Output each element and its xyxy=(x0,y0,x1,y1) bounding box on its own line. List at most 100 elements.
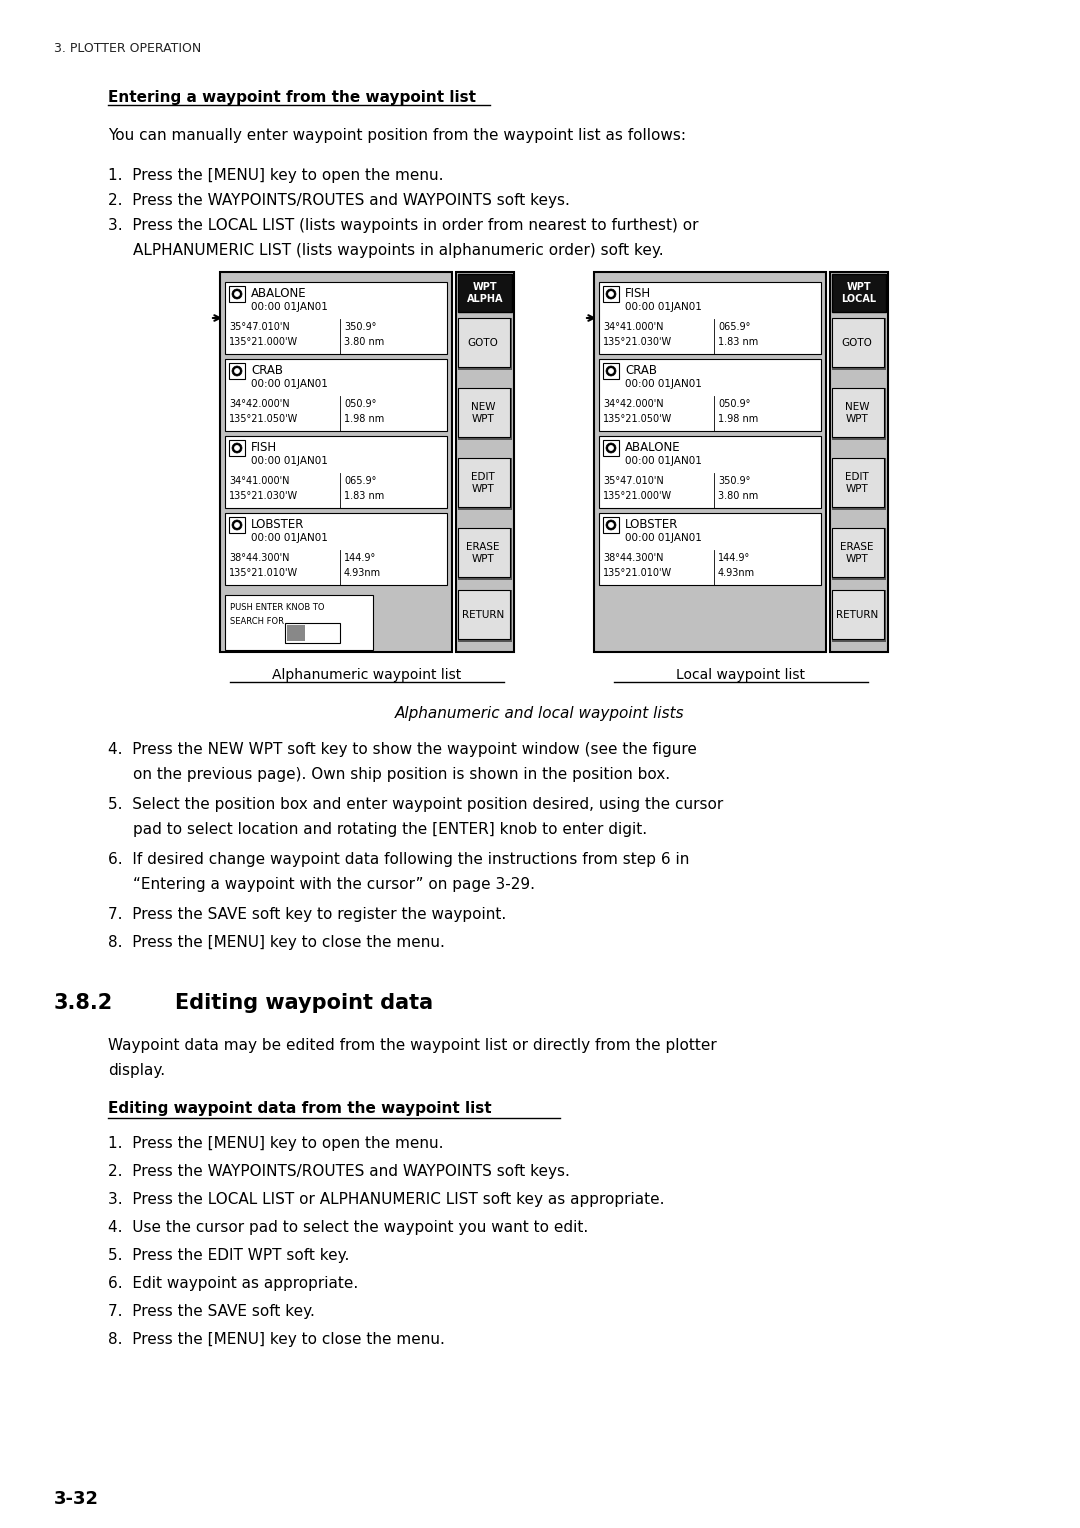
Circle shape xyxy=(608,446,613,451)
Text: 8.  Press the [MENU] key to close the menu.: 8. Press the [MENU] key to close the men… xyxy=(108,1332,445,1348)
Text: 135°21.000'W: 135°21.000'W xyxy=(603,490,672,501)
Text: EDIT
WPT: EDIT WPT xyxy=(846,472,869,494)
Bar xyxy=(594,272,826,652)
Bar xyxy=(220,272,453,652)
Bar xyxy=(832,388,885,437)
Bar xyxy=(599,283,821,354)
Circle shape xyxy=(232,367,242,376)
Text: ERASE
WPT: ERASE WPT xyxy=(467,542,500,564)
Text: LOBSTER: LOBSTER xyxy=(251,518,305,532)
Text: 00:00 01JAN01: 00:00 01JAN01 xyxy=(625,455,702,466)
Text: 00:00 01JAN01: 00:00 01JAN01 xyxy=(251,379,328,390)
Text: 38°44.300'N: 38°44.300'N xyxy=(229,553,289,562)
Text: 6.  If desired change waypoint data following the instructions from step 6 in: 6. If desired change waypoint data follo… xyxy=(108,853,689,866)
Text: 1.83 nm: 1.83 nm xyxy=(718,338,758,347)
Bar xyxy=(603,364,619,379)
Text: pad to select location and rotating the [ENTER] knob to enter digit.: pad to select location and rotating the … xyxy=(133,822,647,837)
Text: FISH: FISH xyxy=(625,287,651,299)
Text: 4.93nm: 4.93nm xyxy=(718,568,755,578)
Text: 4.93nm: 4.93nm xyxy=(345,568,381,578)
Bar xyxy=(599,513,821,585)
Bar xyxy=(229,440,245,455)
Bar xyxy=(229,286,245,303)
Text: 135°21.010'W: 135°21.010'W xyxy=(229,568,298,578)
Bar xyxy=(458,318,510,367)
Text: 135°21.030'W: 135°21.030'W xyxy=(603,338,672,347)
Text: 2.  Press the WAYPOINTS/ROUTES and WAYPOINTS soft keys.: 2. Press the WAYPOINTS/ROUTES and WAYPOI… xyxy=(108,193,570,208)
Text: Editing waypoint data: Editing waypoint data xyxy=(175,993,433,1013)
Text: 7.  Press the SAVE soft key to register the waypoint.: 7. Press the SAVE soft key to register t… xyxy=(108,908,507,921)
Text: NEW
WPT: NEW WPT xyxy=(845,402,869,423)
Text: 00:00 01JAN01: 00:00 01JAN01 xyxy=(251,455,328,466)
Circle shape xyxy=(232,443,242,452)
Text: 144.9°: 144.9° xyxy=(345,553,376,562)
Text: Alphanumeric waypoint list: Alphanumeric waypoint list xyxy=(272,668,461,681)
Bar xyxy=(832,590,886,642)
Text: 34°41.000'N: 34°41.000'N xyxy=(229,477,289,486)
Bar xyxy=(832,529,886,581)
Text: 3.  Press the LOCAL LIST or ALPHANUMERIC LIST soft key as appropriate.: 3. Press the LOCAL LIST or ALPHANUMERIC … xyxy=(108,1192,664,1207)
Circle shape xyxy=(234,523,240,527)
Text: PUSH ENTER KNOB TO: PUSH ENTER KNOB TO xyxy=(230,604,324,613)
Circle shape xyxy=(606,289,616,299)
Bar xyxy=(225,283,447,354)
Bar xyxy=(458,274,512,312)
Text: FISH: FISH xyxy=(251,442,278,454)
Text: 00:00 01JAN01: 00:00 01JAN01 xyxy=(625,303,702,312)
Circle shape xyxy=(608,292,613,296)
Text: 1.  Press the [MENU] key to open the menu.: 1. Press the [MENU] key to open the menu… xyxy=(108,168,444,183)
Text: RETURN: RETURN xyxy=(836,610,878,620)
Text: display.: display. xyxy=(108,1063,165,1077)
Bar xyxy=(603,440,619,455)
Text: 3.8.2: 3.8.2 xyxy=(54,993,113,1013)
Text: 3-32: 3-32 xyxy=(54,1490,99,1508)
Bar xyxy=(287,625,305,642)
Circle shape xyxy=(608,523,613,527)
Text: 135°21.050'W: 135°21.050'W xyxy=(603,414,672,423)
Text: 35°47.010'N: 35°47.010'N xyxy=(229,322,289,332)
Text: 34°41.000'N: 34°41.000'N xyxy=(603,322,663,332)
Circle shape xyxy=(234,292,240,296)
Text: on the previous page). Own ship position is shown in the position box.: on the previous page). Own ship position… xyxy=(133,767,670,782)
Text: 5.  Select the position box and enter waypoint position desired, using the curso: 5. Select the position box and enter way… xyxy=(108,798,724,811)
Text: GOTO: GOTO xyxy=(841,338,873,348)
Text: Entering a waypoint from the waypoint list: Entering a waypoint from the waypoint li… xyxy=(108,90,476,105)
Text: ERASE
WPT: ERASE WPT xyxy=(840,542,874,564)
Bar xyxy=(458,529,510,578)
Circle shape xyxy=(232,520,242,530)
Text: 8.  Press the [MENU] key to close the menu.: 8. Press the [MENU] key to close the men… xyxy=(108,935,445,950)
Text: 00:00 01JAN01: 00:00 01JAN01 xyxy=(251,533,328,542)
Bar xyxy=(458,590,510,639)
Bar xyxy=(458,388,510,437)
Bar xyxy=(458,590,512,642)
Bar xyxy=(603,286,619,303)
Text: 1.  Press the [MENU] key to open the menu.: 1. Press the [MENU] key to open the menu… xyxy=(108,1135,444,1151)
Circle shape xyxy=(606,443,616,452)
Text: CRAB: CRAB xyxy=(251,364,283,377)
Text: 1.83 nm: 1.83 nm xyxy=(345,490,384,501)
Text: 1.98 nm: 1.98 nm xyxy=(718,414,758,423)
Bar xyxy=(225,513,447,585)
Text: GOTO: GOTO xyxy=(468,338,499,348)
Bar xyxy=(285,623,340,643)
Bar xyxy=(599,359,821,431)
Bar xyxy=(832,458,885,507)
Text: 34°42.000'N: 34°42.000'N xyxy=(229,399,289,410)
Text: 34°42.000'N: 34°42.000'N xyxy=(603,399,663,410)
Text: 3.  Press the LOCAL LIST (lists waypoints in order from nearest to furthest) or: 3. Press the LOCAL LIST (lists waypoints… xyxy=(108,219,699,232)
Bar xyxy=(832,274,886,312)
Text: 350.9°: 350.9° xyxy=(718,477,751,486)
Text: ABALONE: ABALONE xyxy=(625,442,680,454)
Bar xyxy=(225,359,447,431)
Text: ALPHANUMERIC LIST (lists waypoints in alphanumeric order) soft key.: ALPHANUMERIC LIST (lists waypoints in al… xyxy=(133,243,663,258)
Circle shape xyxy=(608,368,613,373)
Circle shape xyxy=(606,520,616,530)
Text: 3.80 nm: 3.80 nm xyxy=(718,490,758,501)
Bar xyxy=(603,516,619,533)
Text: 3. PLOTTER OPERATION: 3. PLOTTER OPERATION xyxy=(54,41,201,55)
Text: NEW
WPT: NEW WPT xyxy=(471,402,496,423)
Text: “Entering a waypoint with the cursor” on page 3-29.: “Entering a waypoint with the cursor” on… xyxy=(133,877,535,892)
Text: Editing waypoint data from the waypoint list: Editing waypoint data from the waypoint … xyxy=(108,1102,491,1115)
Text: 135°21.000'W: 135°21.000'W xyxy=(229,338,298,347)
Text: WPT
LOCAL: WPT LOCAL xyxy=(841,283,877,304)
